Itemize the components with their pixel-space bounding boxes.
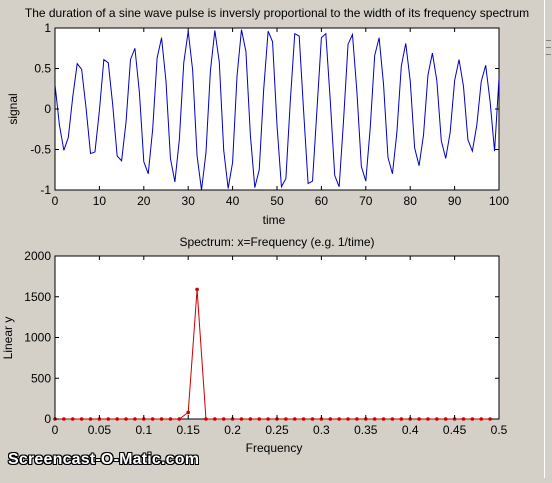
chart-spectrum-title: Spectrum: x=Frequency (e.g. 1/time) (179, 235, 374, 249)
chart-spectrum-data-point (62, 417, 66, 421)
chart-signal-y-tick-label: 1 (44, 21, 51, 35)
chart-spectrum-data-point (159, 417, 164, 421)
chart-spectrum-data-point (248, 417, 253, 421)
chart-spectrum-data-point (390, 417, 395, 421)
chart-signal-x-tick-label: 100 (489, 194, 509, 208)
chart-spectrum: Spectrum: x=Frequency (e.g. 1/time) 0 0.0… (1, 235, 508, 455)
chart-signal-x-tick-label: 70 (359, 194, 373, 208)
chart-spectrum-data-point (426, 417, 430, 421)
chart-spectrum-y-tick-label: 0 (44, 412, 51, 426)
chart-spectrum-x-axis: 0 0.05 0.1 0.15 0.2 0.25 0.3 0.35 0.4 0.45 0.5 (52, 256, 508, 437)
chart-spectrum-data-point (301, 417, 306, 421)
chart-signal-x-tick-label: 10 (93, 194, 107, 208)
chart-signal-y-axis: -1 -0.5 0 0.5 1 (30, 21, 499, 197)
chart-spectrum-data-point (221, 417, 226, 421)
chart-spectrum-data-point (381, 417, 386, 421)
chart-spectrum-data-point (488, 417, 492, 421)
chart-spectrum-data-point (213, 417, 217, 421)
chart-signal-plot-area (54, 27, 500, 191)
chart-spectrum-y-tick-label: 500 (31, 371, 51, 385)
chart-spectrum-data-point (461, 417, 466, 421)
chart-signal-x-tick-label: 80 (404, 194, 418, 208)
chart-spectrum-data-point (435, 417, 439, 421)
chart-spectrum-data-point (310, 417, 315, 421)
chart-spectrum-y-tick-label: 2000 (24, 249, 51, 263)
chart-spectrum-y-axis: 0 500 1000 1500 2000 (24, 249, 499, 426)
chart-signal-x-axis: 0 10 20 30 40 50 60 70 80 90 100 (52, 28, 509, 208)
chart-signal-series (54, 29, 500, 191)
chart-signal-x-tick-label: 90 (448, 194, 462, 208)
chart-spectrum-x-tick-label: 0.4 (402, 423, 419, 437)
chart-spectrum-data-point (168, 417, 173, 421)
chart-spectrum-plot-area (54, 255, 500, 420)
chart-spectrum-data-point (399, 417, 404, 421)
chart-spectrum-data-point (346, 417, 350, 421)
chart-spectrum-data-point (204, 417, 208, 421)
chart-signal-x-tick-label: 30 (182, 194, 196, 208)
chart-signal-x-tick-label: 0 (52, 194, 59, 208)
chart-signal-x-tick-label: 50 (270, 194, 284, 208)
chart-spectrum-data-point (115, 417, 119, 421)
chart-spectrum-data-point (337, 417, 341, 421)
chart-spectrum-data-point (479, 417, 484, 421)
watermark: Screencast-O-Matic.com (8, 451, 200, 468)
chart-signal-y-tick-label: -0.5 (30, 143, 51, 157)
chart-spectrum-data-point (284, 417, 288, 421)
chart-signal-x-tick-label: 20 (137, 194, 151, 208)
chart-spectrum-data-point (124, 417, 128, 421)
chart-spectrum-data-point (470, 417, 475, 421)
chart-spectrum-x-tick-label: 0.05 (88, 423, 112, 437)
chart-spectrum-data-point (106, 417, 111, 421)
chart-spectrum-x-tick-label: 0 (52, 423, 59, 437)
chart-signal-y-tick-label: 0 (44, 102, 51, 116)
window-right-edge (544, 0, 552, 478)
chart-spectrum-x-label: Frequency (246, 441, 303, 455)
chart-spectrum-data-point (328, 417, 333, 421)
chart-spectrum-x-tick-label: 0.45 (443, 423, 467, 437)
chart-spectrum-x-tick-label: 0.1 (135, 423, 152, 437)
chart-signal-x-tick-label: 60 (315, 194, 329, 208)
chart-spectrum-y-label: Linear y (1, 317, 15, 360)
chart-spectrum-data-point (257, 417, 262, 421)
chart-spectrum-x-tick-label: 0.15 (177, 423, 201, 437)
window-edge-tick (546, 47, 551, 48)
chart-spectrum-data-point (70, 417, 75, 421)
chart-signal-series-line (54, 29, 500, 191)
chart-spectrum-data-point (292, 417, 297, 421)
chart-spectrum-x-tick-label: 0.35 (354, 423, 378, 437)
chart-spectrum-x-tick-label: 0.3 (313, 423, 330, 437)
chart-spectrum-data-point (239, 417, 244, 421)
window-edge-tick (546, 40, 551, 41)
chart-spectrum-x-tick-label: 0.5 (491, 423, 508, 437)
chart-signal-y-label: signal (6, 93, 20, 124)
chart-spectrum-data-point (417, 417, 421, 421)
window-edge-tick (546, 54, 551, 55)
chart-spectrum-x-tick-label: 0.2 (224, 423, 241, 437)
chart-spectrum-data-point (88, 417, 93, 421)
chart-spectrum-x-tick-label: 0.25 (265, 423, 289, 437)
chart-signal: The duration of a sine wave pulse is inv… (6, 6, 529, 227)
chart-spectrum-data-point (133, 417, 137, 421)
chart-spectrum-data-point (266, 417, 270, 421)
chart-spectrum-series (53, 287, 492, 421)
chart-spectrum-data-point (177, 417, 182, 421)
chart-spectrum-data-point (372, 417, 377, 421)
chart-spectrum-data-point (443, 417, 448, 421)
chart-spectrum-data-point (355, 417, 359, 421)
chart-signal-y-tick-label: -1 (40, 183, 51, 197)
chart-spectrum-data-point (195, 287, 199, 292)
chart-signal-title: The duration of a sine wave pulse is inv… (25, 6, 529, 20)
chart-spectrum-y-tick-label: 1000 (24, 331, 51, 345)
chart-spectrum-data-point (186, 410, 190, 415)
chart-spectrum-y-tick-label: 1500 (24, 290, 51, 304)
chart-spectrum-data-point (150, 417, 155, 421)
chart-signal-x-tick-label: 40 (226, 194, 240, 208)
chart-signal-y-tick-label: 0.5 (34, 62, 51, 76)
chart-signal-x-label: time (263, 213, 286, 227)
chart-spectrum-data-point (79, 417, 84, 421)
